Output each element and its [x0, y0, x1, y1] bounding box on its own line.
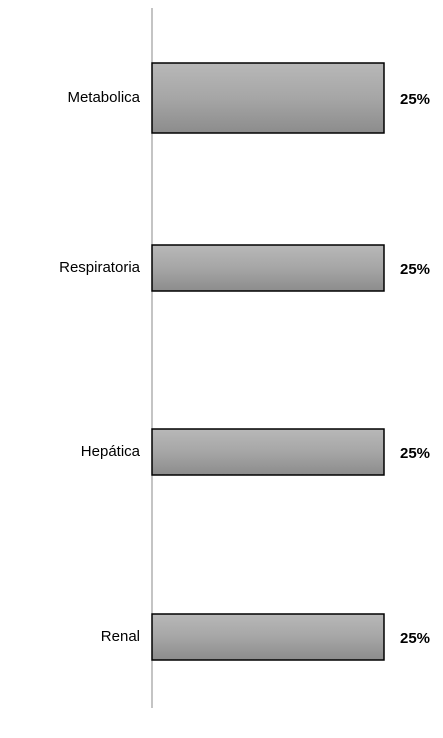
value-label: 25%	[400, 91, 430, 108]
bar	[151, 244, 385, 292]
category-label: Renal	[101, 628, 140, 645]
bar	[151, 62, 385, 134]
value-label: 25%	[400, 261, 430, 278]
value-label: 25%	[400, 630, 430, 647]
category-label: Respiratoria	[59, 259, 141, 276]
category-label: Metabolica	[67, 89, 140, 106]
category-label: Hepática	[81, 443, 141, 460]
value-label: 25%	[400, 445, 430, 462]
bar	[151, 428, 385, 476]
bar	[151, 613, 385, 661]
